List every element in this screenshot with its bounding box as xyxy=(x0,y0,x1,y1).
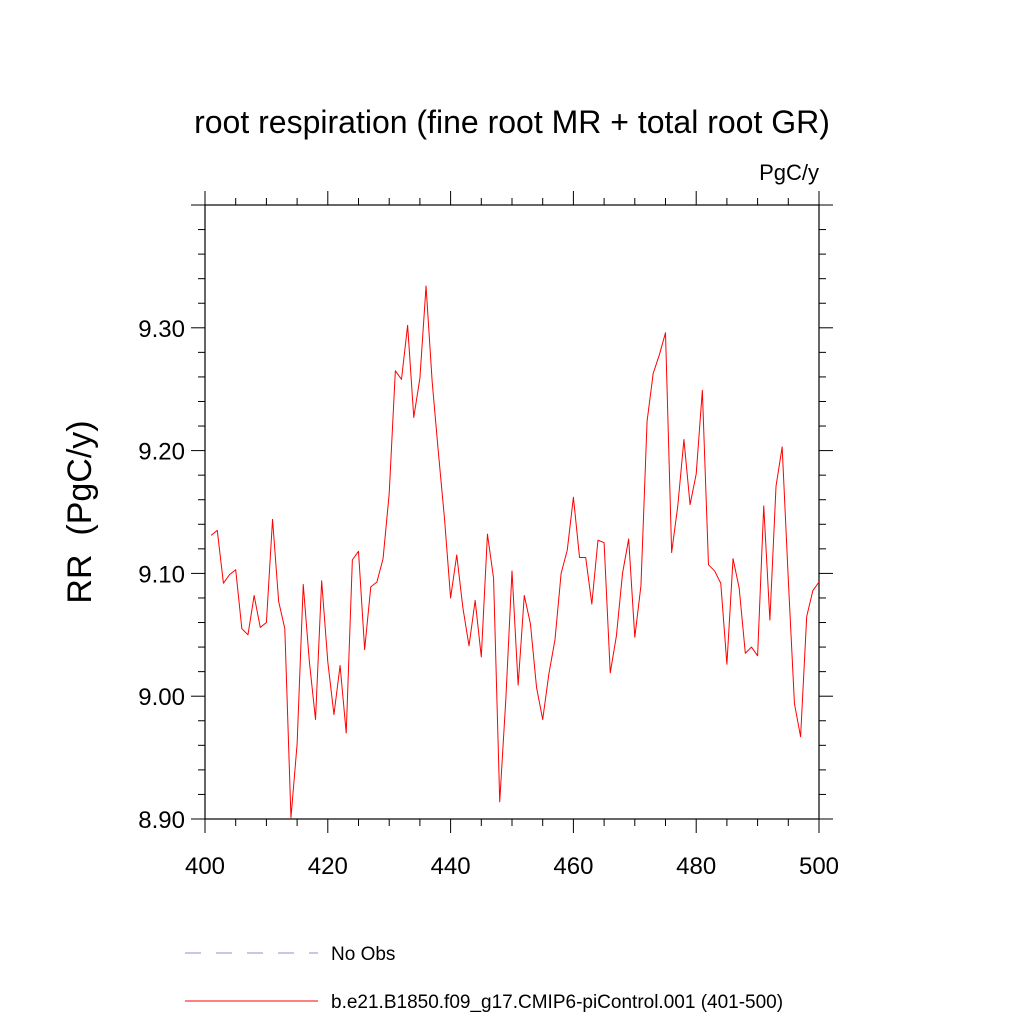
legend-label-control-run: b.e21.B1850.f09_g17.CMIP6-piControl.001 … xyxy=(331,992,783,1013)
y-axis-tick-labels: 8.90 9.00 9.10 9.20 9.30 xyxy=(138,316,185,834)
x-tick-label: 500 xyxy=(799,853,839,880)
y-tick-label: 9.20 xyxy=(138,439,185,466)
chart-title: root respiration (fine root MR + total r… xyxy=(194,104,830,140)
plot-frame xyxy=(204,204,820,820)
axis-ticks xyxy=(191,191,833,833)
units-label: PgC/y xyxy=(759,160,819,185)
series-line xyxy=(210,285,820,819)
x-tick-label: 480 xyxy=(676,853,716,880)
x-axis-tick-labels: 400 420 440 460 480 500 xyxy=(185,853,839,880)
y-tick-label: 8.90 xyxy=(138,807,185,834)
x-tick-label: 400 xyxy=(185,853,225,880)
data-series xyxy=(210,285,820,819)
x-tick-label: 440 xyxy=(431,853,471,880)
x-tick-label: 460 xyxy=(553,853,593,880)
y-tick-label: 9.10 xyxy=(138,561,185,588)
y-axis-label: RR (PgC/y) xyxy=(61,420,99,603)
x-tick-label: 420 xyxy=(308,853,348,880)
legend: No Obs b.e21.B1850.f09_g17.CMIP6-piContr… xyxy=(185,944,783,1013)
y-tick-label: 9.30 xyxy=(138,316,185,343)
y-tick-label: 9.00 xyxy=(138,684,185,711)
legend-label-no-obs: No Obs xyxy=(331,944,395,965)
